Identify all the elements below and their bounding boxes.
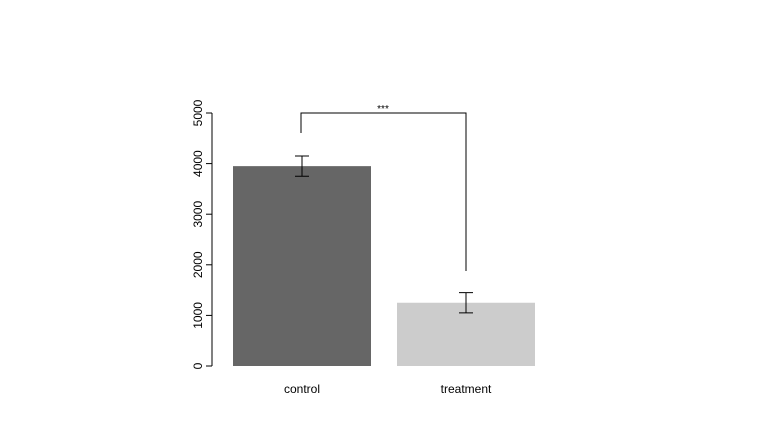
x-tick-label: control: [284, 382, 320, 396]
y-tick-label: 1000: [191, 302, 205, 329]
x-tick-label: treatment: [441, 382, 492, 396]
y-tick-label: 2000: [191, 251, 205, 278]
y-tick-label: 4000: [191, 150, 205, 177]
y-tick-label: 0: [191, 362, 205, 369]
y-tick-label: 3000: [191, 201, 205, 228]
bar: [233, 166, 371, 366]
y-tick-label: 5000: [191, 99, 205, 126]
significance-label: ***: [377, 104, 389, 115]
significance-bracket: [300, 112, 467, 271]
